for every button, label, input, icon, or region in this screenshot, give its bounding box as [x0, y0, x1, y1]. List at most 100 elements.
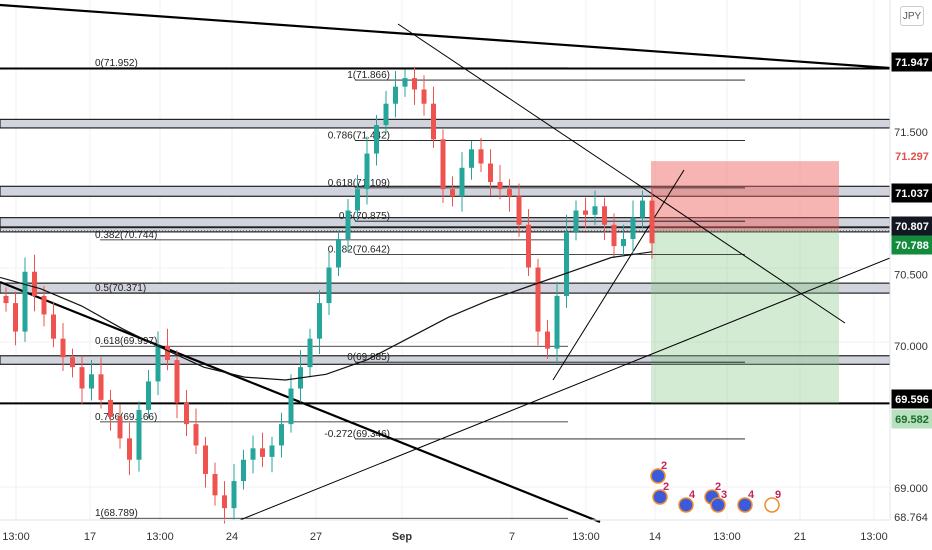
event-badge-icon[interactable] [678, 497, 694, 513]
candle [583, 210, 588, 215]
event-badge-count: 2 [663, 481, 669, 493]
candle [307, 338, 313, 368]
candle [108, 399, 113, 417]
fib-a-label: 0(71.952) [95, 58, 138, 69]
fib-b-label: 0.5(70.875) [339, 211, 390, 222]
currency-button[interactable]: JPY [900, 6, 924, 26]
candle [383, 103, 389, 126]
candle [535, 267, 541, 332]
trendline-descending-thin [397, 23, 846, 324]
candle [592, 206, 598, 215]
candle [649, 200, 655, 244]
time-tick-label: 13:00 [2, 531, 30, 543]
candle [421, 89, 427, 104]
event-badge-icon[interactable] [652, 489, 668, 505]
event-badge-count: 4 [689, 489, 696, 501]
candle [70, 357, 75, 368]
price-tick-label: 70.500 [894, 270, 928, 282]
event-badge-count: 2 [715, 481, 721, 493]
candle [402, 78, 408, 87]
candle [393, 86, 398, 104]
price-badges: 71.947 71.297 71.037 70.807 70.788 69.596 69.5… [891, 52, 932, 429]
candle [155, 345, 161, 382]
price-badge [891, 389, 932, 409]
event-badge-count: 4 [748, 489, 755, 501]
time-tick-label: 21 [794, 531, 806, 543]
time-tick-label: 14 [649, 531, 661, 543]
time-tick-label: Sep [392, 531, 412, 543]
candle [260, 448, 265, 457]
candle [117, 417, 123, 439]
event-badge-icon[interactable] [764, 497, 780, 513]
time-tick-label: 27 [310, 531, 322, 543]
position-tool[interactable] [651, 161, 839, 404]
candle [89, 374, 94, 389]
price-tick-label-clipped: 68.764 [894, 512, 928, 524]
time-tick-label: 13:00 [572, 531, 600, 543]
candle [355, 189, 360, 211]
candle [317, 303, 322, 339]
price-tick-label: 71.500 [894, 127, 928, 139]
candle [184, 402, 189, 425]
fib-a-label: 0.382(70.744) [95, 230, 157, 241]
candle [98, 374, 104, 400]
candle [488, 163, 493, 183]
candle [545, 331, 550, 349]
price-badge [891, 146, 932, 166]
candle [431, 103, 436, 140]
candle [630, 217, 636, 239]
fib-a-label: 0.5(70.371) [95, 283, 146, 294]
event-badge-count: 2 [661, 460, 667, 472]
price-badge [891, 235, 932, 255]
candle [212, 473, 218, 496]
candle [478, 149, 484, 164]
fib-b-label: 0.382(70.642) [328, 244, 390, 255]
stop-loss-zone[interactable] [651, 161, 839, 231]
event-badge-icon[interactable] [737, 497, 753, 513]
take-profit-zone[interactable] [651, 230, 839, 404]
time-tick-label: 17 [84, 531, 96, 543]
candle [516, 196, 522, 225]
candle [497, 182, 503, 190]
price-axis-bg[interactable] [890, 0, 932, 550]
candle [60, 338, 66, 358]
price-tick-label: 69.000 [894, 483, 928, 495]
candle [241, 459, 246, 482]
price-badge [891, 216, 932, 236]
fib-b-label: 0.786(71.442) [328, 130, 390, 141]
candle [22, 271, 28, 332]
fib-a-label: 0.786(69.466) [95, 412, 157, 423]
time-axis[interactable]: 13:00 17 13:00 24 27 Sep 7 13:00 14 13:00 21 13:00 [2, 531, 888, 543]
time-tick-label: 24 [226, 531, 238, 543]
price-badge-label: 71.947 [895, 57, 929, 69]
candle [412, 78, 417, 90]
candle [326, 267, 332, 304]
event-badge-icon[interactable] [650, 468, 666, 484]
candle [51, 314, 56, 339]
candle [174, 360, 180, 403]
candle [440, 139, 446, 190]
candle [640, 200, 645, 218]
event-badge-icon[interactable] [710, 497, 726, 513]
candle [127, 438, 132, 460]
price-tick-label: 70.000 [894, 341, 928, 353]
candle [269, 445, 275, 457]
trendline-ascending-long [239, 257, 891, 521]
candle [564, 231, 569, 296]
time-tick-label: 13:00 [146, 531, 174, 543]
price-badge-label: 71.037 [895, 188, 929, 200]
fib-a-label: 0.618(69.997) [95, 336, 157, 347]
event-badge-count: 9 [775, 489, 781, 501]
price-badge-label: 70.807 [895, 221, 929, 233]
price-badge-label: 69.596 [895, 394, 929, 406]
fibonacci-levels: 0(71.952) 0.382(70.744) 0.5(70.371) 0.618(6… [95, 58, 745, 519]
candle [41, 295, 47, 315]
candle [146, 381, 151, 410]
moving-average-line [0, 251, 653, 381]
price-badge [891, 409, 932, 429]
candle [222, 495, 227, 509]
trendline-top [0, 3, 891, 70]
fib-b-label: -0.272(69.346) [324, 429, 390, 440]
